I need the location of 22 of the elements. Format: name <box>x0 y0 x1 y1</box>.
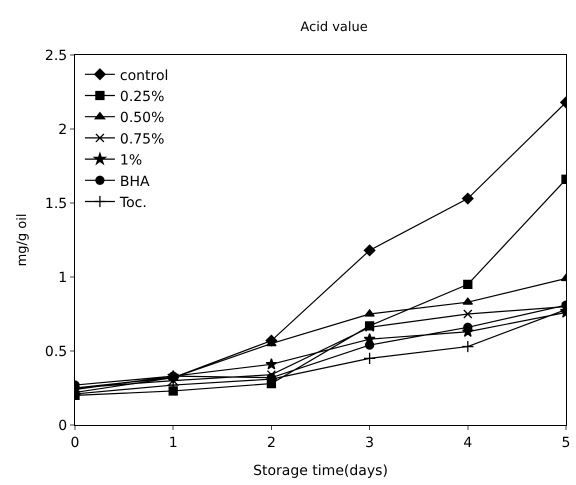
x-tick-label: 4 <box>463 434 472 451</box>
legend-label: Toc. <box>118 194 147 211</box>
legend-label: 0.50% <box>120 110 164 126</box>
legend-label: 1% <box>120 152 142 169</box>
chart-title: Acid value <box>300 20 368 35</box>
x-tick-label: 2 <box>266 434 276 451</box>
legend-label: 0.25% <box>120 88 164 105</box>
y-tick-label: 2.5 <box>44 48 68 64</box>
y-tick-label: 0.5 <box>44 344 68 360</box>
legend-label: 0.75% <box>120 131 164 148</box>
x-tick-label: 5 <box>562 434 570 451</box>
x-tick-label: 1 <box>168 434 178 451</box>
x-tick-label: 0 <box>70 434 80 451</box>
legend-label: BHA <box>120 174 150 190</box>
x-tick-label: 3 <box>365 434 374 451</box>
x-axis-title: Storage time(days) <box>253 463 388 480</box>
y-tick-label: 0 <box>58 418 68 434</box>
legend-label: control <box>120 68 168 84</box>
y-axis-title: mg/g oil <box>14 214 30 266</box>
y-tick-label: 1.5 <box>44 196 68 212</box>
y-tick-label: 2 <box>58 122 68 138</box>
y-tick-label: 1 <box>58 270 68 286</box>
